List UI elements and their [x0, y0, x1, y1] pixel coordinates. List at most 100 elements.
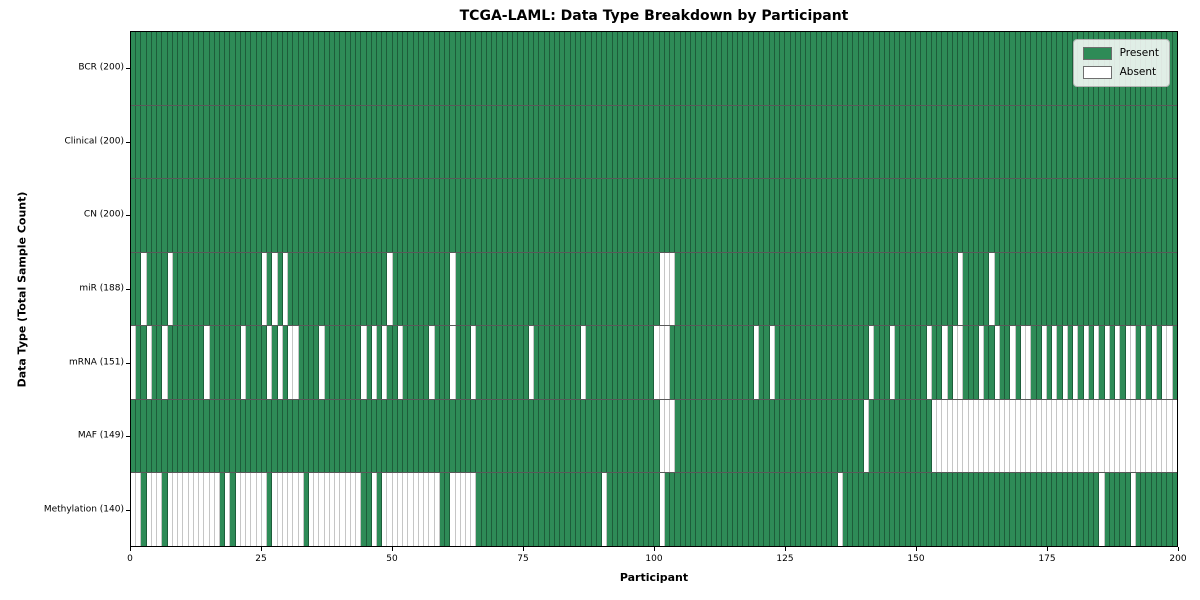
heatmap-cell [214, 32, 220, 105]
heatmap-cell [1167, 252, 1173, 326]
heatmap-cell [989, 32, 995, 105]
heatmap-cell [518, 473, 524, 547]
heatmap-cell [172, 252, 179, 326]
heatmap-cell [1073, 252, 1079, 326]
heatmap-cell [251, 399, 257, 473]
heatmap-cell [623, 473, 629, 547]
heatmap-cell [973, 105, 979, 179]
heatmap-cell [727, 32, 733, 105]
heatmap-cell [471, 326, 477, 399]
heatmap-cell [816, 326, 822, 399]
heatmap-cell [1010, 252, 1016, 326]
heatmap-cell [696, 399, 702, 473]
heatmap-cell [691, 32, 697, 105]
heatmap-cell [256, 32, 262, 105]
heatmap-cell [1146, 105, 1152, 179]
heatmap-cell [942, 105, 948, 179]
heatmap-cell [356, 32, 362, 105]
heatmap-cell [832, 326, 838, 399]
heatmap-cell [602, 32, 608, 105]
heatmap-cell [612, 105, 618, 179]
heatmap-cell [151, 473, 158, 547]
heatmap-cell [429, 32, 435, 105]
heatmap-row-miR [131, 251, 1177, 326]
heatmap-cell [696, 473, 702, 547]
heatmap-cell [329, 105, 336, 179]
heatmap-cell [204, 32, 210, 105]
x-axis-tick-label: 100 [645, 554, 663, 564]
heatmap-cell [795, 179, 801, 252]
heatmap-cell [958, 326, 964, 399]
heatmap-cell [664, 473, 671, 547]
heatmap-cell [774, 105, 781, 179]
heatmap-cell [717, 179, 723, 252]
heatmap-cell [910, 179, 917, 252]
heatmap-cell [1041, 179, 1048, 252]
heatmap-cell [617, 326, 624, 399]
heatmap-cell [1078, 179, 1084, 252]
heatmap-cell [795, 473, 801, 547]
heatmap-cell [371, 252, 378, 326]
heatmap-cell [837, 473, 843, 547]
heatmap-cell [1052, 105, 1058, 179]
heatmap-cell [994, 473, 1000, 547]
heatmap-cell [199, 399, 205, 473]
heatmap-cell [518, 105, 524, 179]
heatmap-cell [1036, 179, 1042, 252]
heatmap-cell [544, 105, 550, 179]
heatmap-cell [329, 326, 336, 399]
heatmap-cell [523, 399, 529, 473]
heatmap-cell [157, 252, 163, 326]
heatmap-cell [910, 473, 917, 547]
heatmap-cell [481, 399, 487, 473]
heatmap-cell [764, 399, 770, 473]
heatmap-cell [345, 179, 351, 252]
heatmap-cell [889, 105, 896, 179]
heatmap-cell [157, 326, 163, 399]
heatmap-cell [356, 252, 362, 326]
heatmap-cell [486, 105, 493, 179]
heatmap-cell [162, 179, 168, 252]
heatmap-cell [701, 252, 707, 326]
heatmap-cell [136, 473, 142, 547]
heatmap-cell [424, 32, 430, 105]
heatmap-cell [549, 105, 555, 179]
heatmap-cell [1036, 473, 1042, 547]
heatmap-cell [193, 252, 200, 326]
heatmap-cell [445, 399, 451, 473]
heatmap-cell [811, 252, 817, 326]
heatmap-cell [863, 252, 870, 326]
y-axis-tick-label: BCR (200) [78, 62, 124, 73]
heatmap-cell [141, 252, 147, 326]
heatmap-cell [377, 252, 383, 326]
legend: Present Absent [1072, 39, 1170, 87]
y-tick-mark [126, 67, 130, 69]
heatmap-cell [565, 252, 571, 326]
heatmap-cell [335, 399, 341, 473]
heatmap-cell [680, 179, 686, 252]
heatmap-cell [832, 399, 838, 473]
heatmap-cell [267, 399, 273, 473]
heatmap-cell [492, 105, 498, 179]
heatmap-cell [659, 32, 665, 105]
heatmap-cell [413, 32, 419, 105]
heatmap-cell [209, 473, 215, 547]
heatmap-cell [502, 326, 508, 399]
heatmap-cell [790, 473, 796, 547]
heatmap-cell [1083, 399, 1089, 473]
heatmap-cell [785, 252, 791, 326]
heatmap-cell [764, 326, 770, 399]
heatmap-cell [806, 326, 812, 399]
heatmap-cell [319, 179, 325, 252]
heatmap-cell [434, 105, 440, 179]
heatmap-cell [256, 399, 262, 473]
legend-entry-present: Present [1082, 47, 1159, 60]
heatmap-cell [638, 399, 644, 473]
heatmap-cell [717, 105, 723, 179]
heatmap-cell [235, 179, 241, 252]
heatmap-cell [764, 473, 770, 547]
heatmap-cell [696, 32, 702, 105]
heatmap-cell [884, 473, 890, 547]
heatmap-cell [701, 105, 707, 179]
heatmap-cell [146, 32, 152, 105]
